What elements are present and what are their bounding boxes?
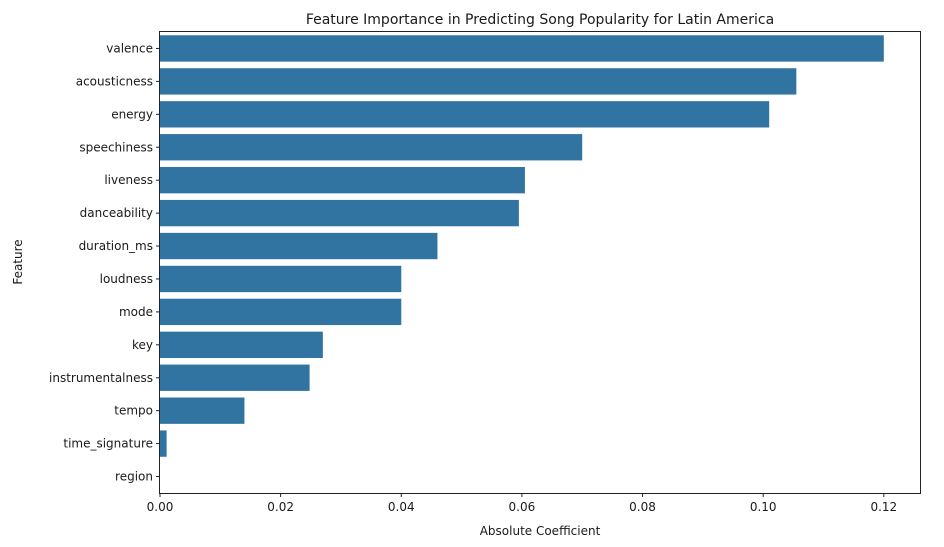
bar-loudness: [160, 265, 402, 293]
bar-liveness: [160, 167, 525, 194]
y-tick-label-danceability: danceability: [80, 206, 153, 220]
y-tick-label-energy: energy: [111, 107, 153, 121]
chart-title: Feature Importance in Predicting Song Po…: [306, 12, 774, 28]
y-tick-label-key: key: [132, 338, 153, 352]
y-tick-label-valence: valence: [106, 41, 153, 55]
x-tick-label: 0.06: [509, 500, 536, 514]
bar-tempo: [160, 397, 245, 424]
x-tick-label: 0.00: [147, 500, 174, 514]
bar-acousticness: [160, 68, 797, 95]
x-tick-label: 0.12: [870, 500, 897, 514]
x-tick-label: 0.08: [629, 500, 656, 514]
x-tick-label: 0.10: [750, 500, 777, 514]
y-tick-label-duration_ms: duration_ms: [79, 239, 153, 253]
y-tick-label-acousticness: acousticness: [76, 74, 153, 88]
x-axis-ticks: 0.00 0.02 0.04 0.06 0.08 0.10 0.12: [147, 493, 897, 514]
bar-valence: [160, 35, 884, 62]
bar-danceability: [160, 199, 519, 227]
x-axis-title: Absolute Coefficient: [480, 524, 601, 538]
y-tick-label-speechiness: speechiness: [79, 140, 153, 154]
bar-instrumentalness: [160, 364, 310, 391]
bar-energy: [160, 101, 770, 128]
bars-layer: [160, 35, 884, 457]
bar-speechiness: [160, 134, 583, 161]
y-axis-ticks: valence acousticness energy speechiness live…: [49, 41, 160, 484]
y-tick-label-time_signature: time_signature: [63, 437, 153, 451]
y-tick-label-mode: mode: [119, 305, 153, 319]
bar-key: [160, 331, 323, 358]
y-tick-label-loudness: loudness: [100, 272, 153, 286]
y-tick-label-instrumentalness: instrumentalness: [49, 371, 153, 385]
y-tick-label-region: region: [115, 470, 153, 484]
bar-duration_ms: [160, 232, 438, 260]
bar-mode: [160, 298, 402, 326]
y-tick-label-tempo: tempo: [114, 404, 153, 418]
plot-frame: [159, 31, 921, 494]
x-tick-label: 0.02: [267, 500, 294, 514]
y-tick-label-liveness: liveness: [104, 173, 153, 187]
y-axis-title: Feature: [11, 239, 25, 284]
x-tick-label: 0.04: [388, 500, 415, 514]
bar-time_signature: [160, 430, 167, 457]
